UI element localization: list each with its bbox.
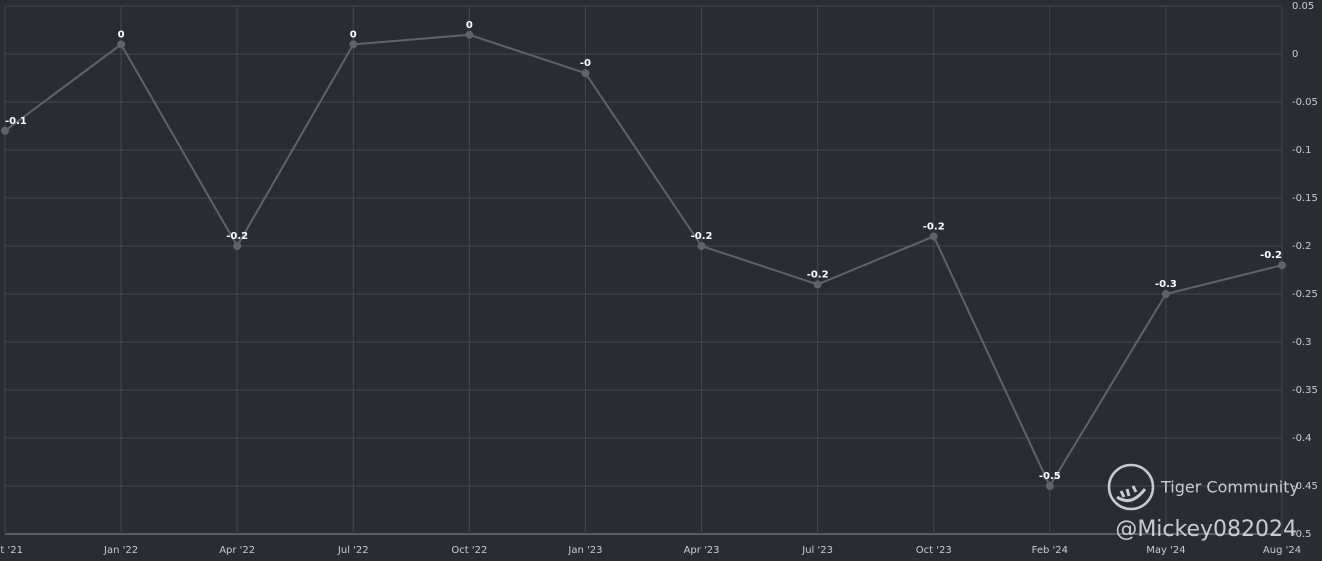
point: [697, 242, 706, 250]
y-tick-label: 0: [1292, 49, 1298, 60]
data-label: -0.1: [5, 116, 27, 127]
x-tick-label: Oct '21: [0, 545, 23, 556]
y-tick-label: -0.3: [1292, 337, 1312, 348]
y-tick-label: -0.2: [1292, 241, 1312, 252]
x-tick-label: Apr '22: [219, 545, 255, 556]
watermark-logo: [1107, 463, 1155, 511]
x-tick-label: Oct '23: [916, 545, 952, 556]
line: [4, 33, 1283, 489]
data-label: -0.5: [1039, 471, 1061, 482]
data-label: -0: [580, 58, 591, 69]
x-tick-label: Aug '24: [1263, 545, 1301, 556]
watermark: Tiger Community @Mickey082024: [1107, 463, 1299, 542]
data-label: -0.2: [226, 231, 248, 242]
point: [581, 69, 590, 78]
y-tick-label: 0.05: [1292, 1, 1314, 12]
point: [1278, 261, 1286, 270]
y-tick-label: -0.25: [1292, 289, 1318, 300]
x-tick-label: Feb '24: [1032, 545, 1068, 556]
x-tick-label: Jul '22: [337, 545, 369, 556]
y-tick-label: -0.05: [1292, 97, 1318, 108]
data-label: 0: [466, 20, 473, 31]
point: [1, 126, 9, 135]
data-label: -0.2: [807, 269, 829, 280]
y-tick-label: -0.15: [1292, 193, 1318, 204]
data-label: -0.3: [1155, 279, 1177, 290]
x-tick-label: May '24: [1146, 545, 1185, 556]
y-tick-label: -0.5: [1292, 529, 1312, 540]
y-tick-label: -0.1: [1292, 145, 1312, 156]
y-tick-label: -0.45: [1292, 481, 1318, 492]
point: [233, 242, 242, 250]
point: [929, 232, 938, 241]
y-tick-label: -0.35: [1292, 385, 1318, 396]
watermark-logo-mark: [1116, 485, 1147, 503]
x-tick-label: Jan '23: [567, 545, 602, 556]
point: [117, 40, 126, 49]
data-label: -0.2: [691, 231, 713, 242]
point: [349, 40, 358, 49]
x-tick-label: Jul '23: [801, 545, 833, 556]
point: [465, 30, 474, 39]
data-label: -0.2: [1260, 250, 1282, 261]
marks: -0.1 0 -0.2 0 0 -0 -0.2 -0.2 -0.2 -0.5 -0.3 -0.2: [1, 20, 1286, 490]
y-tick-label: -0.4: [1292, 433, 1312, 444]
point: [1161, 290, 1170, 298]
data-label: 0: [118, 29, 125, 40]
data-label: 0: [350, 29, 357, 40]
watermark-brand: Tiger Community: [1160, 478, 1299, 497]
data-label: -0.2: [923, 221, 945, 232]
x-tick-label: Apr '23: [684, 545, 720, 556]
point: [1045, 482, 1054, 490]
watermark-user: @Mickey082024: [1115, 517, 1297, 542]
x-tick-label: Jan '22: [103, 545, 138, 556]
x-tick-label: Oct '22: [451, 545, 487, 556]
point: [813, 280, 822, 289]
